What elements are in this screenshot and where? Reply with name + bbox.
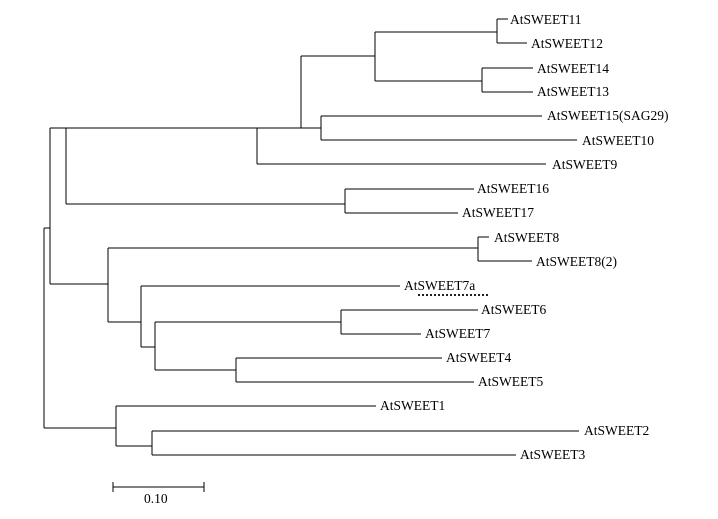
leaf-label-s6: AtSWEET6 — [481, 302, 546, 317]
leaf-label-s10: AtSWEET10 — [582, 133, 654, 148]
scale-bar-label: 0.10 — [144, 491, 168, 506]
leaf-label-s13: AtSWEET13 — [537, 84, 609, 99]
leaf-label-s5: AtSWEET5 — [478, 374, 543, 389]
tree-branches — [43, 18, 579, 456]
leaf-label-s16: AtSWEET16 — [477, 181, 549, 196]
leaf-label-s2: AtSWEET2 — [584, 423, 649, 438]
leaf-label-s7: AtSWEET7 — [425, 326, 490, 341]
leaf-label-s12: AtSWEET12 — [531, 36, 603, 51]
leaf-label-s8: AtSWEET8 — [494, 230, 559, 245]
leaf-label-s3: AtSWEET3 — [520, 447, 585, 462]
leaf-label-s4: AtSWEET4 — [446, 350, 511, 365]
leaf-label-s1: AtSWEET1 — [380, 398, 445, 413]
leaf-label-s7a: AtSWEET7a — [404, 278, 475, 293]
leaf-label-s8b: AtSWEET8(2) — [536, 254, 617, 269]
scale-bar: 0.10 — [112, 482, 205, 506]
leaf-label-s14: AtSWEET14 — [537, 61, 609, 76]
leaf-label-s17: AtSWEET17 — [462, 205, 534, 220]
leaf-label-s11: AtSWEET11 — [510, 12, 582, 27]
leaf-label-s9: AtSWEET9 — [552, 157, 617, 172]
leaf-label-s15: AtSWEET15(SAG29) — [547, 108, 669, 123]
